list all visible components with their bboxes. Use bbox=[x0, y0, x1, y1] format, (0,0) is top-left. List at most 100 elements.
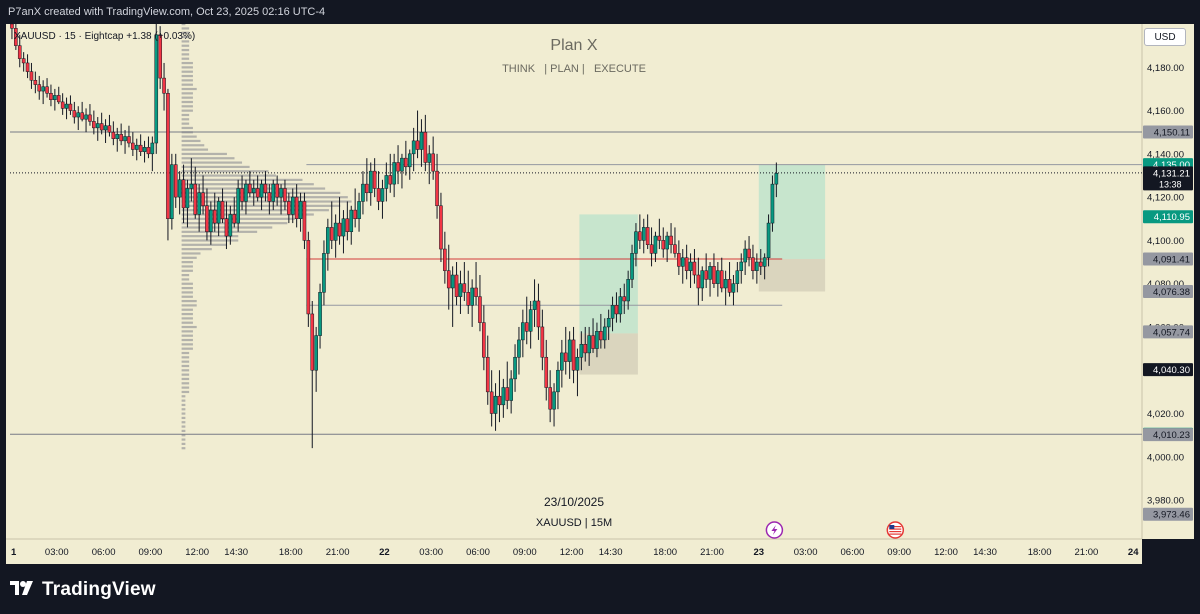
time-tick-label: 12:00 bbox=[560, 547, 584, 558]
volume-profile-bar bbox=[181, 317, 193, 320]
candle-body bbox=[142, 147, 147, 152]
volume-profile-bar bbox=[181, 408, 186, 411]
candle-body bbox=[64, 103, 69, 109]
candle-body bbox=[349, 209, 354, 232]
volume-profile-bar bbox=[181, 165, 250, 169]
candle-body bbox=[443, 248, 447, 271]
candle-body bbox=[287, 201, 291, 215]
candle-body bbox=[189, 183, 194, 189]
candle-body bbox=[224, 218, 229, 237]
candle-body bbox=[29, 71, 34, 81]
candle-body bbox=[696, 274, 701, 289]
watermark-title: Plan X bbox=[550, 37, 597, 54]
candle-body bbox=[478, 296, 482, 323]
time-axis-ticks: 1 03:00 06:00 09:00 12:00 14:30 18:00 21:00 22 03… bbox=[11, 547, 1139, 558]
time-tick-label: 09:00 bbox=[887, 547, 911, 558]
volume-profile-bar bbox=[181, 57, 190, 60]
volume-profile-bar bbox=[181, 265, 193, 268]
candle-body bbox=[700, 270, 705, 289]
candle-body bbox=[380, 188, 385, 202]
position-stop-zone[interactable] bbox=[758, 258, 826, 292]
candle-body bbox=[626, 279, 630, 302]
candle-body bbox=[251, 188, 256, 194]
time-tick-label: 03:00 bbox=[45, 547, 69, 558]
candle-body bbox=[602, 326, 607, 341]
chart-frame[interactable]: 4,180.00 4,160.00 4,140.00 4,120.00 4,100.00… bbox=[6, 17, 1194, 564]
candle-body bbox=[489, 391, 494, 414]
candle-body bbox=[99, 123, 104, 131]
candle-body bbox=[255, 188, 260, 198]
volume-profile-bar bbox=[181, 312, 193, 316]
candle-body bbox=[704, 270, 708, 280]
candle-body bbox=[770, 183, 775, 224]
candle-body bbox=[575, 356, 580, 371]
candle-body bbox=[361, 183, 365, 202]
time-tick-label: 18:00 bbox=[653, 547, 677, 558]
candle-body bbox=[283, 188, 287, 202]
candle-body bbox=[595, 331, 599, 349]
volume-profile-bar bbox=[181, 356, 190, 359]
price-tag-label: 4,150.11 bbox=[1154, 127, 1190, 138]
price-tag bbox=[1143, 125, 1193, 139]
candle-body bbox=[170, 164, 174, 219]
candle-body bbox=[37, 84, 42, 92]
volume-profile-bar bbox=[181, 31, 190, 34]
volume-profile-bar bbox=[181, 148, 209, 151]
candle-body bbox=[630, 253, 634, 280]
candle-body bbox=[532, 300, 537, 310]
candle-body bbox=[665, 235, 669, 250]
price-chart[interactable]: 4,180.00 4,160.00 4,140.00 4,120.00 4,100.00… bbox=[6, 17, 1194, 564]
volume-profile-bar bbox=[181, 403, 186, 407]
time-tick-label: 06:00 bbox=[841, 547, 865, 558]
time-axis-background[interactable] bbox=[6, 539, 1142, 564]
time-tick-label: 14:30 bbox=[599, 547, 623, 558]
horizontal-lines[interactable] bbox=[10, 131, 1142, 435]
price-tag-label: 4,091.41 bbox=[1153, 254, 1190, 265]
legend-symbol[interactable]: XAUUSD · 15 · Eightcap +1.38 (+0.03%) bbox=[14, 31, 195, 42]
us-flag-icon[interactable] bbox=[886, 521, 905, 539]
currency-button[interactable]: USD bbox=[1144, 28, 1186, 46]
candle-body bbox=[25, 62, 30, 72]
candle-body bbox=[326, 227, 330, 254]
tradingview-logo-text: TradingView bbox=[42, 579, 156, 600]
candle-body bbox=[692, 261, 697, 276]
volume-profile-bar bbox=[181, 170, 269, 173]
candle-body bbox=[419, 131, 424, 150]
volume-profile-bar bbox=[181, 61, 193, 65]
candle-body bbox=[731, 283, 736, 293]
candle-body bbox=[501, 387, 506, 406]
candle-body bbox=[450, 274, 455, 289]
candle-body bbox=[88, 114, 92, 122]
candle-body bbox=[521, 322, 525, 341]
candle-body bbox=[446, 270, 451, 289]
volume-profile-bar bbox=[181, 213, 314, 216]
price-tick-label: 4,100.00 bbox=[1147, 236, 1184, 247]
volume-profile-bar bbox=[181, 27, 190, 30]
candle-body bbox=[318, 292, 322, 336]
candle-body bbox=[146, 147, 151, 155]
volume-profile-bar bbox=[181, 70, 193, 73]
time-tick-label: 09:00 bbox=[139, 547, 163, 558]
lightning-glyph bbox=[771, 525, 778, 535]
candle-body bbox=[641, 227, 646, 241]
time-tick-label: 12:00 bbox=[934, 547, 958, 558]
volume-profile-bar bbox=[181, 421, 186, 424]
volume-profile-bar bbox=[181, 286, 193, 290]
candle-body bbox=[45, 86, 49, 94]
price-axis-background[interactable] bbox=[1142, 24, 1194, 539]
candle-body bbox=[337, 222, 342, 237]
volume-profile-bar bbox=[181, 105, 193, 108]
candle-body bbox=[72, 110, 77, 118]
candle-body bbox=[614, 305, 619, 315]
volume-profile-bar bbox=[181, 447, 186, 450]
volume-profile-bar bbox=[181, 373, 190, 376]
candle-body bbox=[119, 134, 123, 142]
candle-body bbox=[638, 231, 642, 241]
volume-profile-bar bbox=[181, 248, 212, 251]
volume-profile-bar bbox=[181, 429, 186, 433]
event-markers[interactable] bbox=[765, 521, 905, 539]
tradingview-logo[interactable]: TradingView bbox=[10, 574, 156, 606]
volume-profile-bar bbox=[181, 360, 190, 363]
volume-profile-bar bbox=[181, 256, 197, 259]
volume-profile-bar bbox=[181, 209, 329, 212]
